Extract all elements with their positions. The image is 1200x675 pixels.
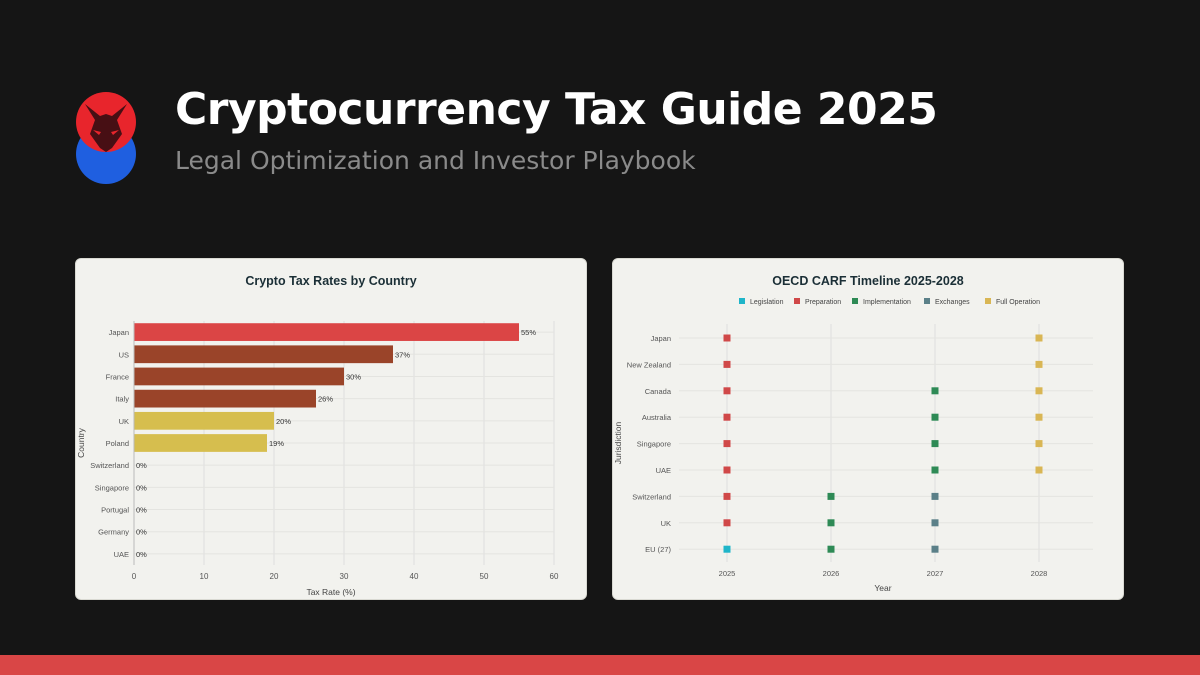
y-axis-label: Country [76,427,86,458]
y-tick-label: Singapore [637,440,671,449]
x-axis-label: Tax Rate (%) [306,587,355,597]
carf-timeline-chart: OECD CARF Timeline 2025-2028 Legislation P… [613,274,1093,593]
x-tick-label: 20 [270,572,279,581]
data-point [827,545,835,553]
legend-label: Full Operation [996,299,1040,306]
data-point [1035,466,1043,474]
legend-label: Legislation [750,299,784,306]
data-label: 26% [318,395,333,404]
data-point [723,334,731,342]
bar [134,389,316,408]
legend-swatch [794,298,800,304]
data-label: 0% [136,483,147,492]
x-tick-label: 40 [410,572,419,581]
data-point [723,545,731,553]
data-point [723,519,731,527]
data-label: 0% [136,550,147,559]
data-point [931,413,939,421]
y-tick-label: Canada [645,387,672,396]
x-tick-label: 60 [550,572,559,581]
x-tick-label: 50 [480,572,489,581]
data-point [1035,360,1043,368]
legend-label: Exchanges [935,299,970,306]
y-tick-label: Germany [98,528,129,537]
x-axis-label: Year [874,583,891,593]
bar [134,367,344,386]
data-point [723,492,731,500]
x-tick-label: 30 [340,572,349,581]
data-point [1035,387,1043,395]
x-tick-label: 2028 [1031,569,1048,578]
legend-swatch [924,298,930,304]
legend-label: Preparation [805,299,841,306]
y-tick-label: UK [661,519,671,528]
bar [134,434,267,452]
y-tick-label: Italy [115,395,129,404]
x-tick-label: 2027 [927,569,944,578]
y-axis-label: Jurisdiction [613,421,623,464]
data-point [723,466,731,474]
data-label: 0% [136,506,147,515]
data-point [723,440,731,448]
data-point [931,519,939,527]
y-tick-label: Switzerland [90,461,129,470]
x-tick-label: 10 [200,572,209,581]
y-tick-label: Japan [651,334,671,343]
data-point [931,466,939,474]
data-label: 30% [346,372,361,381]
chart-title: OECD CARF Timeline 2025-2028 [772,274,964,288]
y-tick-label: Poland [106,439,129,448]
data-point [931,387,939,395]
page-subtitle: Legal Optimization and Investor Playbook [175,146,696,175]
data-label: 20% [276,417,291,426]
y-tick-label: Switzerland [632,492,671,501]
y-tick-label: US [119,350,129,359]
legend-swatch [985,298,991,304]
data-point [827,492,835,500]
data-label: 19% [269,439,284,448]
y-tick-label: Australia [642,413,672,422]
data-point [723,413,731,421]
header: Cryptocurrency Tax Guide 2025 Legal Opti… [75,82,1125,192]
tax-rates-chart: Crypto Tax Rates by Country 0 10 20 30 40 50 60… [76,274,559,597]
carf-timeline-chart-card: OECD CARF Timeline 2025-2028 Legislation P… [612,258,1124,600]
data-point [1035,413,1043,421]
legend-swatch [739,298,745,304]
data-label: 37% [395,350,410,359]
bar [134,323,519,341]
data-label: 0% [136,528,147,537]
bar [134,411,274,430]
y-tick-label: Japan [109,328,129,337]
x-tick-label: 2026 [823,569,840,578]
y-tick-label: EU (27) [645,545,671,554]
data-point [931,492,939,500]
legend-swatch [852,298,858,304]
y-tick-label: UK [119,417,129,426]
y-tick-label: France [106,372,129,381]
legend-label: Implementation [863,299,911,306]
chart-title: Crypto Tax Rates by Country [245,274,416,288]
data-label: 0% [136,461,147,470]
tax-rates-chart-card: Crypto Tax Rates by Country 0 10 20 30 40 50 60… [75,258,587,600]
y-tick-label: Portugal [101,506,129,515]
page-title: Cryptocurrency Tax Guide 2025 [175,84,938,135]
bottom-accent-bar [0,655,1200,675]
data-point [931,440,939,448]
bar [134,345,393,364]
x-tick-label: 0 [132,572,137,581]
data-point [931,545,939,553]
y-tick-label: Singapore [95,483,129,492]
x-tick-label: 2025 [719,569,736,578]
data-point [723,360,731,368]
y-tick-label: New Zealand [627,360,671,369]
y-tick-label: UAE [656,466,671,475]
data-point [723,387,731,395]
data-point [1035,440,1043,448]
data-point [827,519,835,527]
data-point [1035,334,1043,342]
y-tick-label: UAE [114,550,129,559]
data-label: 55% [521,328,536,337]
fox-logo-icon [75,90,137,186]
